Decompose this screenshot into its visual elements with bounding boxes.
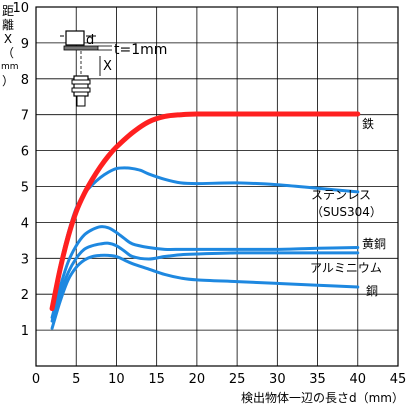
y-tick-label: 2 [21, 288, 29, 303]
y-axis-char: mm [1, 62, 19, 72]
y-axis-char: 距 [1, 4, 14, 18]
y-axis-title: 距 離 X （ mm ） [1, 4, 19, 88]
plot-frame [35, 6, 399, 367]
grid [35, 6, 399, 366]
series-label: 銅 [366, 284, 378, 298]
series-label: アルミニウム [310, 261, 382, 275]
y-tick-label: 4 [21, 216, 29, 231]
x-axis-title: 検出物体一辺の長さd（mm） [241, 391, 404, 405]
series-label: 黄銅 [362, 237, 386, 251]
inset-d-label: d [86, 33, 94, 48]
y-tick-label: 10 [12, 1, 29, 16]
y-axis-char: 離 [1, 18, 14, 32]
sensor-nut [71, 87, 91, 93]
x-tick-label: 5 [72, 372, 80, 387]
x-tick-label: 30 [269, 372, 286, 387]
sensor-body [73, 75, 89, 97]
target-square [65, 30, 85, 46]
series-line [49, 111, 361, 312]
series-label: ステンレス [311, 188, 371, 202]
x-tick-label: 35 [309, 372, 326, 387]
inset-thickness-label: t=1mm [114, 42, 167, 58]
y-tick-label: 1 [21, 324, 29, 339]
sensor-cable [76, 95, 86, 107]
y-tick-label: 7 [21, 109, 29, 124]
y-axis-char: （ [1, 46, 14, 60]
series-layer [49, 111, 361, 330]
series-line [50, 253, 360, 330]
y-axis-char: ） [1, 74, 14, 88]
x-tick-label: 10 [108, 372, 125, 387]
series-line [50, 241, 360, 323]
x-tick-label: 20 [189, 372, 206, 387]
y-tick-label: 8 [21, 73, 29, 88]
inset-x-label: X [103, 59, 112, 74]
y-tick-label: 3 [21, 252, 29, 267]
series-line [50, 225, 360, 320]
target-plate [63, 45, 99, 51]
series-label: （SUS304） [311, 205, 382, 219]
sensor-nut [71, 79, 91, 85]
y-tick-label: 9 [21, 37, 29, 52]
x-tick-label: 15 [148, 372, 165, 387]
x-tick-label: 25 [229, 372, 246, 387]
y-axis-char: X [3, 32, 13, 46]
y-tick-label: 5 [21, 181, 29, 196]
x-tick-label: 45 [390, 372, 407, 387]
y-tick-label: 6 [21, 145, 29, 160]
x-tick-label: 0 [32, 372, 40, 387]
x-tick-label: 40 [350, 372, 367, 387]
series-label: 鉄 [362, 116, 374, 131]
sensor-diagram: d t=1mm X [60, 30, 167, 107]
